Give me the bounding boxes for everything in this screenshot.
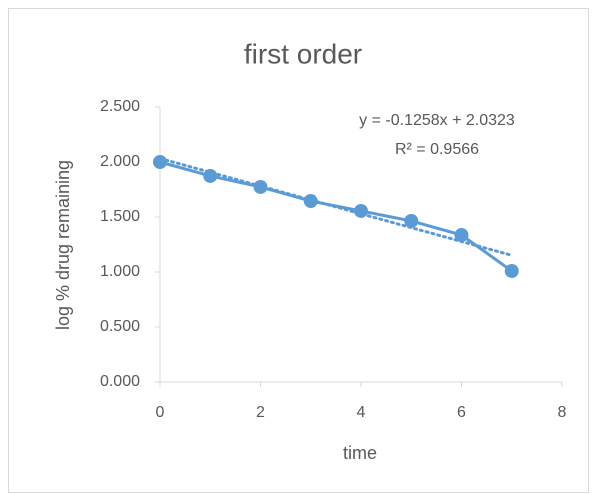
x-tick-label: 6: [457, 404, 466, 421]
data-point: [404, 213, 419, 228]
data-point: [153, 155, 167, 169]
trendline-equation: y = -0.1258x + 2.0323: [359, 112, 515, 129]
chart-frame: [8, 8, 589, 493]
y-tick-label: 0.000: [100, 373, 140, 390]
y-tick-label: 2.000: [100, 153, 140, 170]
data-point: [253, 179, 268, 194]
x-axis-label: time: [343, 443, 377, 463]
y-axis-label: log % drug remaining: [53, 160, 73, 330]
x-tick-label: 8: [558, 404, 567, 421]
data-point: [303, 194, 318, 209]
y-tick-label: 0.500: [100, 318, 140, 335]
x-tick-label: 2: [256, 404, 265, 421]
data-point: [504, 264, 519, 279]
data-point: [454, 228, 469, 243]
y-tick-label: 1.000: [100, 263, 140, 280]
chart-title: first order: [244, 38, 362, 69]
y-tick-label: 1.500: [100, 208, 140, 225]
trendline-r2: R² = 0.9566: [395, 141, 479, 158]
x-tick-label: 4: [357, 404, 366, 421]
data-point: [354, 203, 368, 218]
y-tick-label: 2.500: [100, 98, 140, 115]
x-tick-label: 0: [156, 404, 165, 421]
series-line: [159, 160, 513, 273]
data-point: [203, 168, 218, 183]
